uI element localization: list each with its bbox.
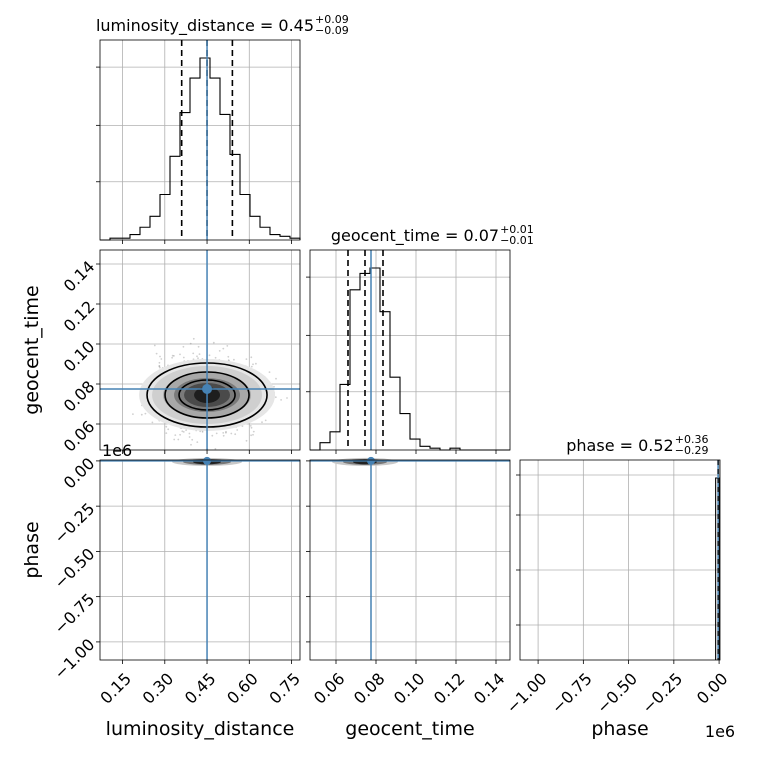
ph-hist-title-sup: +0.36 [675,433,709,446]
ph-row-ytick-label-3: −0.75 [50,590,98,638]
ld-hist-hist-step [100,57,301,241]
ph-xaxis-offset-label: 1e6 [705,722,735,741]
ph-row-ytick-label-1: −0.25 [50,499,98,547]
ph-row-offset-label: 1e6 [102,441,132,460]
ph-row-ytick-label-4: −1.00 [50,635,98,683]
gt-hist-border [309,249,511,451]
gt-ph-2d-border [309,459,511,661]
col2-xtick-label-2: −0.50 [593,669,641,717]
col2-xtick-label-4: 0.00 [693,669,732,708]
gt-row-ytick-label-0: 0.06 [60,417,99,456]
ld-gt-2d [96,249,301,454]
gt-row-ytick-label-3: 0.12 [60,297,99,336]
ld-ph-2d-border [99,459,301,661]
ld-xaxis-label: luminosity_distance [106,718,295,740]
ld-ph-2d [96,456,301,664]
ph-row-ytick-label-0: 0.00 [60,454,99,493]
ld-hist [96,39,301,244]
ld-hist-title: luminosity_distance = 0.45 [96,16,314,36]
ld-ph-truth-marker [203,456,212,465]
ld-gt-2d-border [99,249,301,451]
ph-hist [516,459,721,664]
ph-row-ytick-label-2: −0.50 [50,544,98,592]
ph-hist-title-sub: −0.29 [675,444,709,457]
col1-xtick-label-1: 0.08 [350,669,389,708]
col2-xtick-label-1: −0.75 [548,669,596,717]
col2-xtick-label-3: −0.25 [638,669,686,717]
gt-ph-2d [306,456,511,664]
ld-hist-title-sup: +0.09 [315,13,349,26]
col1-xtick-label-3: 0.12 [430,669,469,708]
col0-xtick-label-0: 0.15 [96,669,135,708]
col1-xtick-label-2: 0.10 [390,669,429,708]
ph-yaxis-label: phase [21,521,43,578]
ld-gt-truth-marker [202,384,213,394]
gt-hist [306,249,511,454]
ph-hist-title: phase = 0.52 [566,436,673,455]
col0-xtick-label-2: 0.45 [181,669,220,708]
gt-yaxis-label: geocent_time [21,285,43,414]
gt-hist-title: geocent_time = 0.07 [331,226,499,246]
gt-row-ytick-label-1: 0.08 [60,377,99,416]
ph-hist-border [519,459,721,661]
col0-xtick-label-4: 0.75 [265,669,304,708]
ph-hist-bg [520,460,720,660]
gt-hist-title-main: geocent_time = 0.07 [331,226,499,246]
ph-xaxis-label: phase [591,718,648,740]
col0-xtick-label-1: 0.30 [139,669,178,708]
ld-ph-2d-bg [100,460,300,660]
ld-hist-title-main: luminosity_distance = 0.45 [96,16,314,36]
gt-hist-title-sup: +0.01 [500,223,534,236]
gt-hist-title-sub: −0.01 [500,234,534,247]
gt-ph-2d-bg [310,460,510,660]
col1-xtick-label-4: 0.14 [470,669,509,708]
col0-xtick-label-3: 0.60 [223,669,262,708]
ld-hist-border [99,39,301,241]
col2-xtick-label-0: −1.00 [502,669,550,717]
gt-xaxis-label: geocent_time [345,718,474,740]
gt-row-ytick-label-4: 0.14 [60,257,99,296]
gt-hist-hist-step [310,267,510,451]
gt-ph-truth-marker [367,456,375,465]
ld-hist-title-sub: −0.09 [315,24,349,37]
col1-xtick-label-0: 0.06 [310,669,349,708]
ph-hist-title-main: phase = 0.52 [566,436,673,455]
gt-row-ytick-label-2: 0.10 [60,337,99,376]
